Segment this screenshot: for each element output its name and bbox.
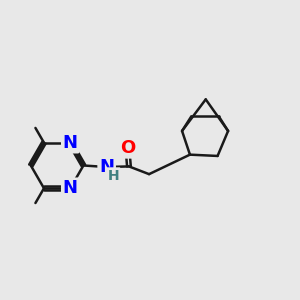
- Text: O: O: [120, 139, 135, 157]
- Text: N: N: [63, 134, 78, 152]
- Text: N: N: [63, 179, 78, 197]
- Text: H: H: [108, 169, 119, 183]
- Text: N: N: [99, 158, 114, 176]
